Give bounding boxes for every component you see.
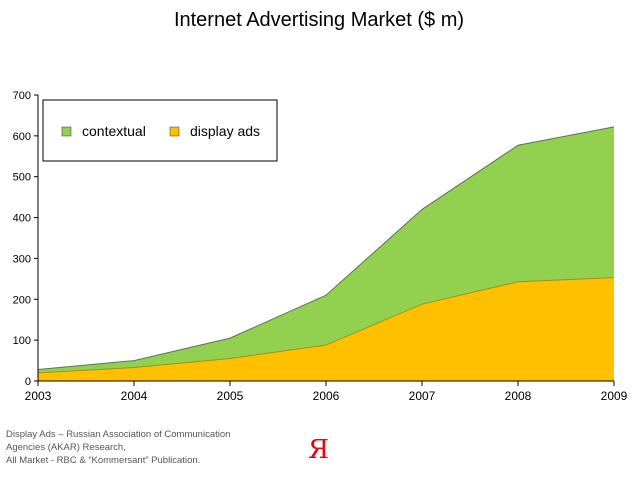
legend-label-display-ads: display ads [190, 123, 260, 139]
y-tick-label-200: 200 [13, 294, 31, 306]
series-line-contextual [37, 126, 615, 371]
y-tick-label-400: 400 [13, 213, 31, 225]
chart-area: 0 100 200 300 400 500 600 700 2003 2004 2005 2006 20… [0, 84, 638, 404]
x-tick-label-2003: 2003 [25, 389, 52, 403]
y-tick-label-600: 600 [13, 131, 31, 143]
y-tick-label-500: 500 [13, 172, 31, 184]
series-area-contextual [38, 126, 614, 373]
legend-box [42, 99, 278, 162]
series-area-display-ads [38, 277, 614, 381]
y-tick-label-100: 100 [13, 335, 31, 347]
legend-label-contextual: contextual [82, 123, 146, 139]
area-chart: 0 100 200 300 400 500 600 700 2003 2004 2005 2006 20… [13, 90, 628, 403]
x-tick-label-2008: 2008 [505, 389, 532, 403]
x-tick-label-2007: 2007 [409, 389, 436, 403]
legend-swatch-display-ads [169, 126, 180, 137]
x-tick-label-2005: 2005 [217, 389, 244, 403]
source-line-3: All Market - RBC & “Kommersant” Publicat… [6, 455, 201, 466]
series-line-display-ads [37, 277, 615, 374]
x-tick-label-2006: 2006 [313, 389, 340, 403]
x-tick-label-2009: 2009 [601, 389, 628, 403]
chart-title: Internet Advertising Market ($ m) [173, 9, 465, 31]
source-line-1: Display Ads – Russian Association of Com… [6, 429, 231, 440]
legend-swatch-contextual [61, 126, 72, 137]
source-line-2: Agencies (AKAR) Research, [6, 442, 126, 453]
source-note: Display Ads – Russian Association of Com… [6, 428, 286, 467]
x-tick-label-2004: 2004 [121, 389, 148, 403]
y-tick-label-300: 300 [13, 253, 31, 265]
y-tick-label-0: 0 [25, 376, 31, 388]
yandex-logo: Я [308, 435, 329, 465]
y-tick-label-700: 700 [13, 90, 31, 102]
